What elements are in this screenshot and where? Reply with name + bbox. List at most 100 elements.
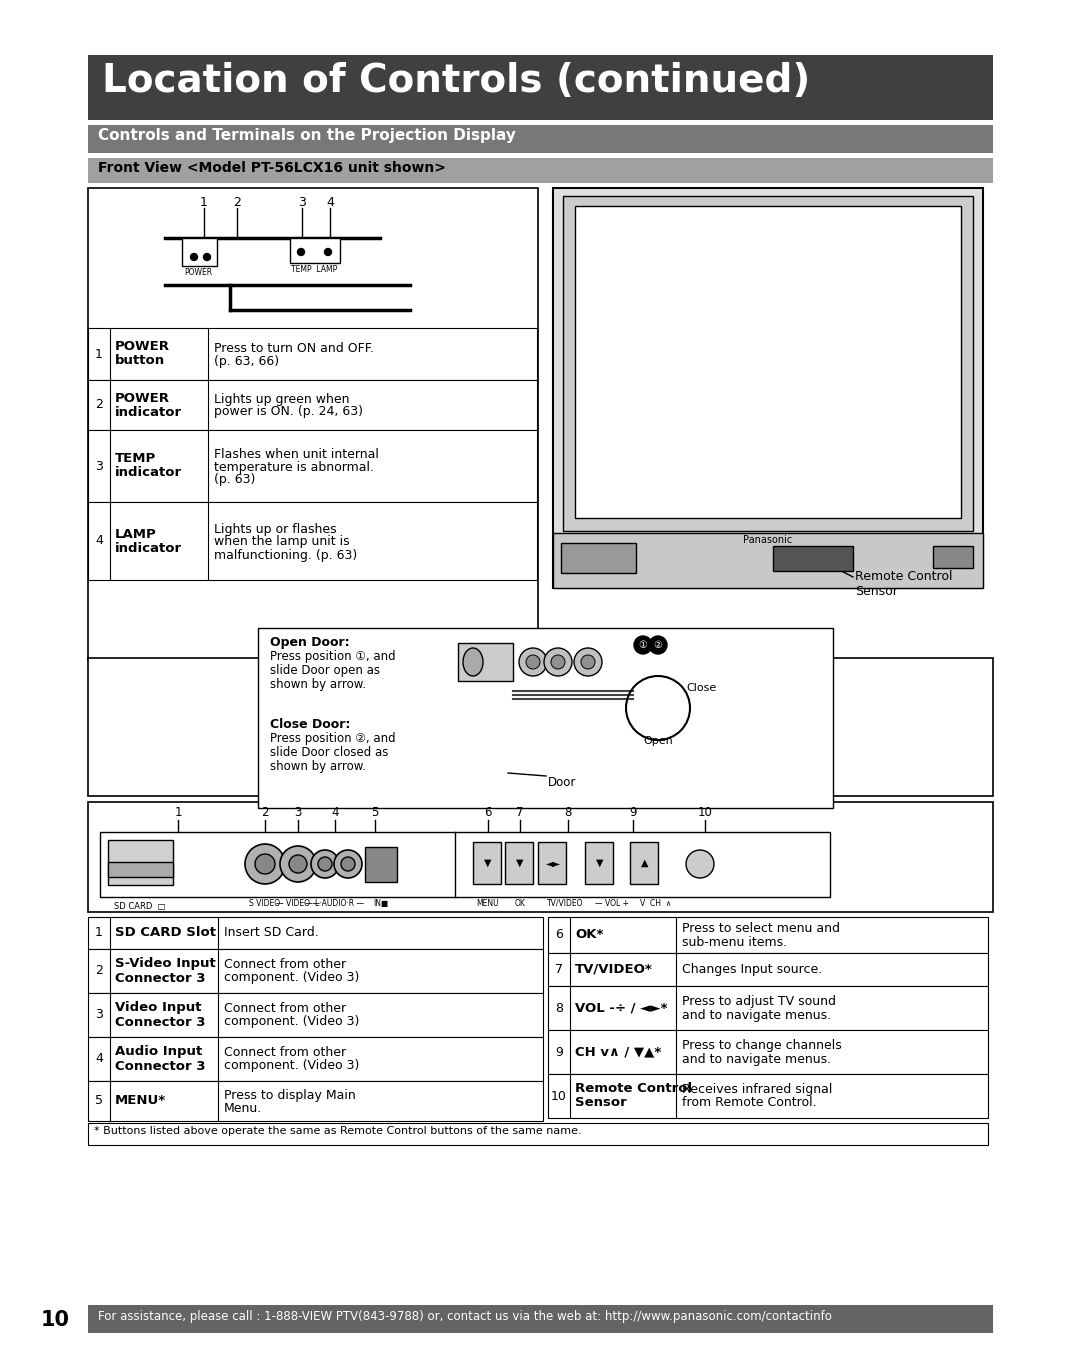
- Text: indicator: indicator: [114, 541, 183, 555]
- Bar: [87, 801, 993, 912]
- Text: Audio Input: Audio Input: [114, 1045, 202, 1059]
- Text: Controls and Terminals on the Projection Display: Controls and Terminals on the Projection…: [98, 128, 516, 143]
- Bar: [561, 542, 636, 572]
- Text: — L·AUDIO·R —: — L·AUDIO·R —: [306, 900, 365, 908]
- Text: ▼: ▼: [516, 857, 524, 868]
- Text: TV/VIDEO*: TV/VIDEO*: [575, 964, 652, 976]
- Text: 10: 10: [41, 1310, 69, 1330]
- Text: and to navigate menus.: and to navigate menus.: [681, 1009, 832, 1021]
- Circle shape: [581, 656, 595, 669]
- Text: Open Door:: Open Door:: [270, 637, 350, 649]
- Text: indicator: indicator: [114, 466, 183, 480]
- Bar: [773, 547, 853, 571]
- Text: 3: 3: [95, 459, 103, 473]
- Bar: [87, 429, 537, 502]
- Text: S VIDEO: S VIDEO: [249, 900, 281, 908]
- Bar: [548, 953, 988, 985]
- Text: OK: OK: [514, 900, 526, 908]
- Text: Menu.: Menu.: [224, 1101, 262, 1115]
- Text: 6: 6: [484, 806, 491, 819]
- Text: Remote Control: Remote Control: [575, 1082, 692, 1096]
- Text: MENU: MENU: [476, 900, 499, 908]
- Circle shape: [203, 254, 211, 260]
- Bar: [505, 842, 534, 885]
- Bar: [553, 188, 983, 587]
- Circle shape: [245, 844, 285, 885]
- Text: ②: ②: [653, 641, 662, 650]
- Bar: [87, 188, 538, 660]
- Bar: [87, 125, 993, 153]
- Bar: [108, 840, 173, 885]
- Bar: [548, 985, 988, 1030]
- Circle shape: [190, 254, 198, 260]
- Text: 8: 8: [555, 1002, 563, 1014]
- Text: Lights up green when: Lights up green when: [214, 393, 350, 406]
- Bar: [548, 917, 988, 953]
- Text: 3: 3: [298, 196, 306, 209]
- Text: ①: ①: [638, 641, 647, 650]
- Text: SD CARD  □: SD CARD □: [114, 902, 165, 910]
- Bar: [108, 861, 173, 876]
- Text: malfunctioning. (p. 63): malfunctioning. (p. 63): [214, 548, 357, 562]
- Text: 7: 7: [516, 806, 524, 819]
- Text: ▲: ▲: [642, 857, 649, 868]
- Text: VOL -÷ / ◄►*: VOL -÷ / ◄►*: [575, 1002, 667, 1014]
- Text: slide Door closed as: slide Door closed as: [270, 746, 389, 759]
- Bar: [87, 380, 537, 429]
- Text: Door: Door: [548, 776, 577, 789]
- Text: power is ON. (p. 24, 63): power is ON. (p. 24, 63): [214, 406, 363, 418]
- Circle shape: [573, 647, 602, 676]
- Circle shape: [649, 637, 667, 654]
- Text: * Buttons listed above operate the same as Remote Control buttons of the same na: * Buttons listed above operate the same …: [94, 1126, 582, 1135]
- Circle shape: [289, 855, 307, 872]
- Circle shape: [519, 647, 546, 676]
- Circle shape: [686, 851, 714, 878]
- Text: 2: 2: [261, 806, 269, 819]
- Bar: [575, 206, 961, 518]
- Text: MENU*: MENU*: [114, 1094, 166, 1108]
- Text: 2: 2: [233, 196, 241, 209]
- Text: 6: 6: [555, 928, 563, 942]
- Circle shape: [634, 637, 652, 654]
- Bar: [553, 533, 983, 587]
- Text: 2: 2: [95, 965, 103, 977]
- Bar: [87, 328, 537, 380]
- Bar: [933, 547, 973, 568]
- Circle shape: [297, 248, 305, 255]
- Text: Press to select menu and: Press to select menu and: [681, 923, 840, 935]
- Text: Connector 3: Connector 3: [114, 972, 205, 984]
- Text: shown by arrow.: shown by arrow.: [270, 677, 366, 691]
- Bar: [87, 1081, 543, 1120]
- Text: 7: 7: [555, 964, 563, 976]
- Text: 10: 10: [551, 1089, 567, 1103]
- Text: 1: 1: [200, 196, 208, 209]
- Text: ▼: ▼: [484, 857, 491, 868]
- Text: 9: 9: [630, 806, 637, 819]
- Bar: [183, 239, 217, 266]
- Text: TEMP: TEMP: [114, 453, 157, 466]
- Text: Connect from other: Connect from other: [224, 1003, 346, 1015]
- Text: 5: 5: [372, 806, 379, 819]
- Text: TV/VIDEO: TV/VIDEO: [546, 900, 583, 908]
- Bar: [87, 658, 993, 796]
- Text: Sensor: Sensor: [855, 585, 897, 598]
- Bar: [87, 502, 537, 581]
- Text: Lights up or flashes: Lights up or flashes: [214, 522, 337, 536]
- Text: when the lamp unit is: when the lamp unit is: [214, 536, 350, 548]
- Bar: [87, 994, 543, 1037]
- Text: For assistance, please call : 1-888-VIEW PTV(843-9788) or, contact us via the we: For assistance, please call : 1-888-VIEW…: [98, 1310, 832, 1323]
- Text: Press to adjust TV sound: Press to adjust TV sound: [681, 995, 836, 1009]
- Text: component. (Video 3): component. (Video 3): [224, 1015, 360, 1029]
- Text: POWER: POWER: [114, 341, 170, 353]
- Bar: [291, 239, 340, 263]
- Bar: [87, 55, 993, 120]
- Text: shown by arrow.: shown by arrow.: [270, 761, 366, 773]
- Bar: [585, 842, 613, 885]
- Text: ▼: ▼: [596, 857, 604, 868]
- Text: 4: 4: [326, 196, 334, 209]
- Text: button: button: [114, 354, 165, 368]
- Circle shape: [311, 851, 339, 878]
- Bar: [258, 628, 833, 808]
- Text: Press to turn ON and OFF.: Press to turn ON and OFF.: [214, 342, 374, 354]
- Text: (p. 63): (p. 63): [214, 473, 255, 487]
